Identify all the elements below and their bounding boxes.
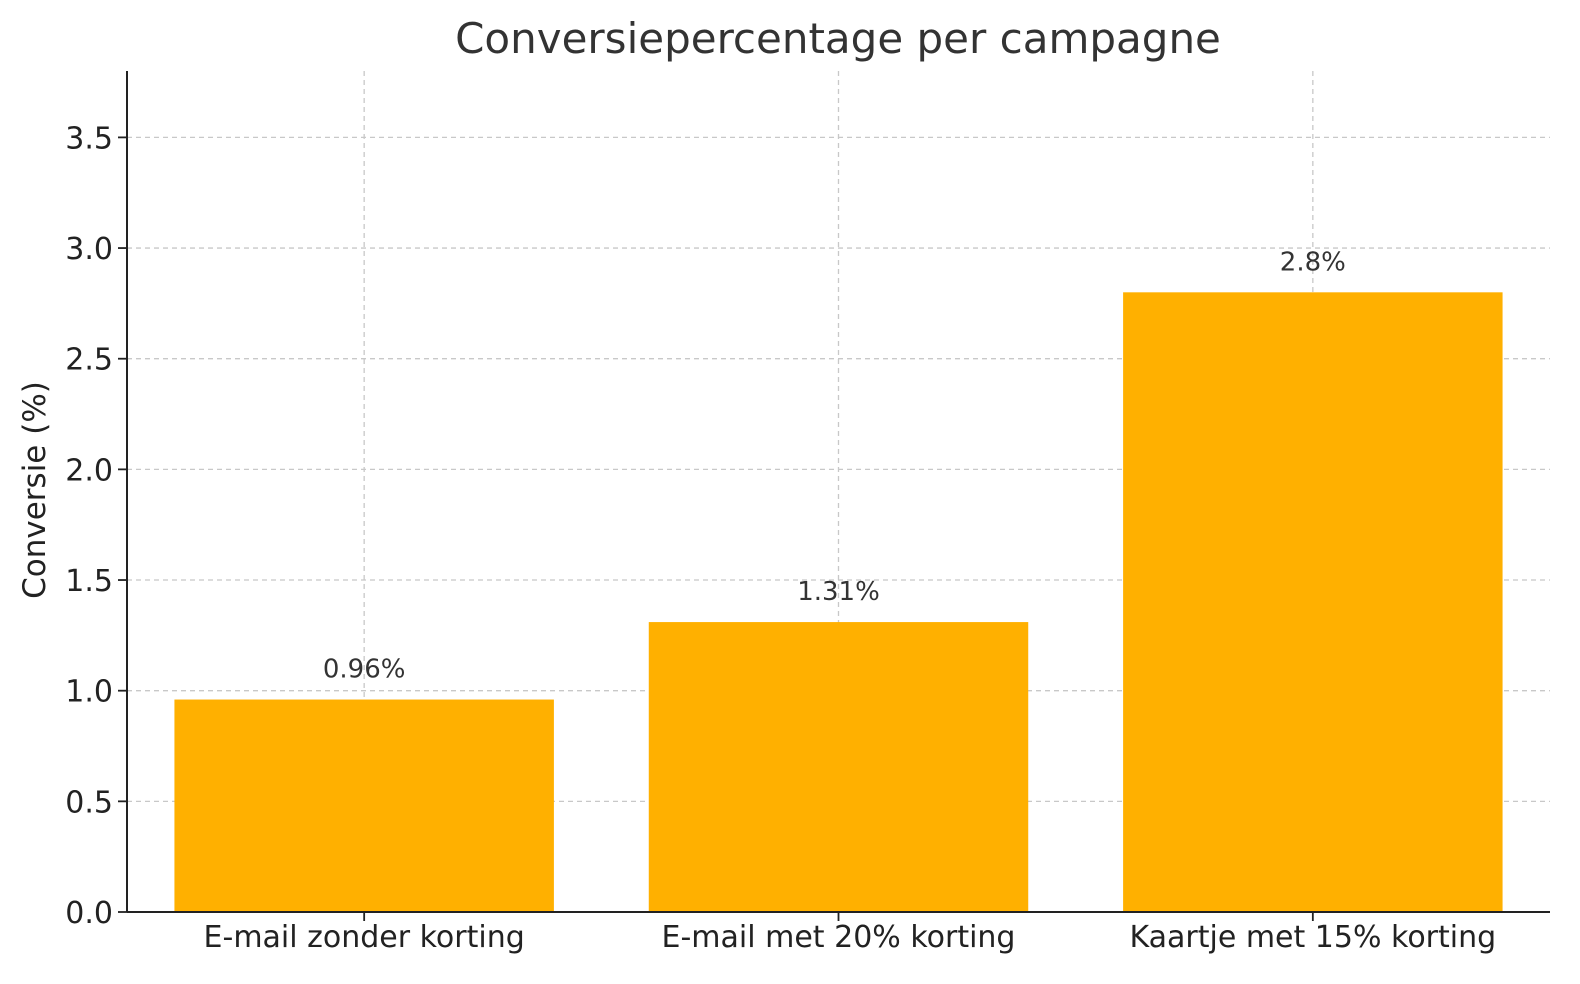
y-tick-label: 3.5	[65, 121, 113, 156]
y-axis-label: Conversie (%)	[17, 381, 53, 599]
chart-title: Conversiepercentage per campagne	[455, 14, 1221, 63]
axis-layer	[118, 71, 1550, 921]
y-tick-label: 2.5	[65, 343, 113, 378]
y-tick-label: 3.0	[65, 232, 113, 267]
x-tick-label: E-mail zonder korting	[204, 920, 525, 955]
bar-layer	[174, 292, 1503, 912]
bar	[1123, 292, 1503, 912]
bar-value-label: 2.8%	[1280, 247, 1346, 277]
label-layer: 0.0 0.5 1.0 1.5 2.0 2.5 3.0 3.5 0.96% E-mail zond…	[65, 121, 1496, 955]
x-tick-label: E-mail met 20% korting	[662, 920, 1016, 955]
y-tick-label: 0.5	[65, 785, 113, 820]
y-tick-label: 2.0	[65, 453, 113, 488]
bar	[174, 699, 554, 912]
y-tick-label: 1.0	[65, 675, 113, 710]
x-tick-label: Kaartje met 15% korting	[1129, 920, 1496, 955]
y-tick-label: 1.5	[65, 564, 113, 599]
bar	[648, 622, 1029, 912]
y-tick-label: 0.0	[65, 896, 113, 931]
bar-value-label: 0.96%	[323, 655, 406, 685]
bar-value-label: 1.31%	[797, 577, 880, 607]
